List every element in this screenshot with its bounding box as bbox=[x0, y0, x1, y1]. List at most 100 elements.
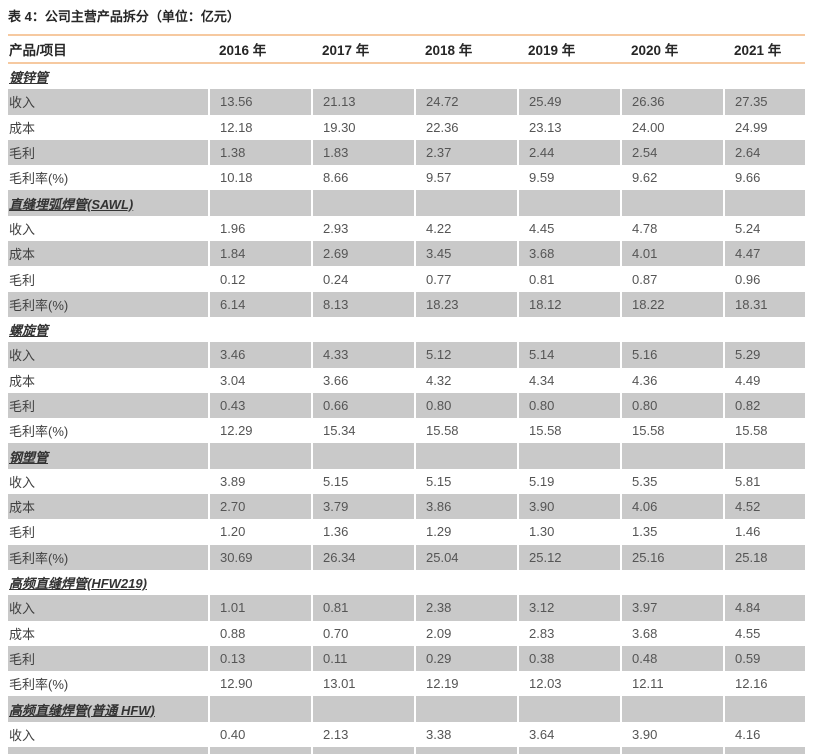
value-cell: 3.45 bbox=[414, 241, 518, 267]
value-cell: 3.66 bbox=[311, 367, 415, 393]
value-cell: 0.59 bbox=[723, 645, 805, 672]
empty-cell bbox=[311, 190, 415, 216]
value-cell: 13.56 bbox=[208, 89, 312, 115]
value-cell: 3.12 bbox=[517, 595, 621, 621]
value-cell: 23.13 bbox=[517, 114, 621, 140]
value-cell: 2.64 bbox=[723, 139, 805, 166]
row-label: 毛利 bbox=[8, 392, 209, 419]
empty-cell bbox=[208, 443, 312, 469]
section-name: 直缝埋弧焊管(SAWL) bbox=[8, 190, 209, 216]
value-cell: 5.12 bbox=[414, 342, 518, 368]
value-cell: 2.93 bbox=[311, 215, 415, 242]
empty-cell bbox=[517, 696, 621, 722]
value-cell: 15.58 bbox=[517, 418, 621, 444]
row-label: 收入 bbox=[8, 595, 209, 621]
empty-cell bbox=[620, 443, 724, 469]
row-label: 毛利 bbox=[8, 266, 209, 292]
empty-cell bbox=[311, 747, 415, 754]
value-cell: 1.20 bbox=[208, 519, 312, 545]
value-cell: 5.29 bbox=[723, 342, 805, 368]
value-cell: 3.90 bbox=[620, 721, 724, 748]
row-label: 成本 bbox=[8, 620, 209, 646]
value-cell: 0.80 bbox=[517, 392, 621, 419]
row-label: 毛利率(%) bbox=[8, 418, 209, 444]
section-header-row: 钢塑管 bbox=[8, 443, 805, 469]
section-header-row: 直缝埋弧焊管(SAWL) bbox=[8, 190, 805, 216]
value-cell: 4.78 bbox=[620, 215, 724, 242]
empty-cell bbox=[208, 747, 312, 754]
value-cell: 9.62 bbox=[620, 165, 724, 191]
value-cell: 5.81 bbox=[723, 468, 805, 495]
value-cell: 12.90 bbox=[208, 671, 312, 697]
value-cell: 18.31 bbox=[723, 291, 805, 317]
row-label: 成本 bbox=[8, 114, 209, 140]
table-row: 毛利率(%) 12.90 13.01 12.19 12.03 12.11 12.16 bbox=[8, 671, 805, 697]
empty-cell bbox=[517, 316, 621, 343]
value-cell: 4.55 bbox=[723, 620, 805, 646]
value-cell: 5.24 bbox=[723, 215, 805, 242]
value-cell: 9.66 bbox=[723, 165, 805, 191]
value-cell: 0.80 bbox=[620, 392, 724, 419]
value-cell: 2.83 bbox=[517, 620, 621, 646]
empty-cell bbox=[208, 316, 312, 343]
value-cell: 22.36 bbox=[414, 114, 518, 140]
value-cell: 3.68 bbox=[620, 620, 724, 646]
table-row: 毛利 1.38 1.83 2.37 2.44 2.54 2.64 bbox=[8, 139, 805, 166]
column-header-year: 2019 年 bbox=[518, 34, 621, 64]
value-cell: 15.34 bbox=[311, 418, 415, 444]
value-cell: 1.29 bbox=[414, 519, 518, 545]
value-cell: 26.36 bbox=[620, 89, 724, 115]
value-cell: 0.80 bbox=[414, 392, 518, 419]
row-label: 毛利率(%) bbox=[8, 291, 209, 317]
value-cell: 26.34 bbox=[311, 544, 415, 570]
column-header-year: 2018 年 bbox=[415, 34, 518, 64]
table-row: 毛利 0.43 0.66 0.80 0.80 0.80 0.82 bbox=[8, 392, 805, 419]
value-cell: 15.58 bbox=[620, 418, 724, 444]
value-cell: 3.86 bbox=[414, 494, 518, 520]
value-cell: 25.49 bbox=[517, 89, 621, 115]
value-cell: 2.70 bbox=[208, 494, 312, 520]
empty-cell bbox=[723, 569, 805, 596]
value-cell: 0.24 bbox=[311, 266, 415, 292]
value-cell: 5.16 bbox=[620, 342, 724, 368]
empty-cell bbox=[414, 443, 518, 469]
value-cell: 8.66 bbox=[311, 165, 415, 191]
value-cell: 12.16 bbox=[723, 671, 805, 697]
value-cell: 4.16 bbox=[723, 721, 805, 748]
value-cell: 9.59 bbox=[517, 165, 621, 191]
empty-cell bbox=[311, 63, 415, 90]
value-cell: 0.88 bbox=[208, 620, 312, 646]
value-cell: 0.70 bbox=[311, 620, 415, 646]
value-cell: 3.64 bbox=[517, 721, 621, 748]
table-row: 毛利 0.12 0.24 0.77 0.81 0.87 0.96 bbox=[8, 266, 805, 292]
value-cell: 2.13 bbox=[311, 721, 415, 748]
section-name: 高频直缝焊管(HFW219) bbox=[8, 569, 209, 596]
value-cell: 1.83 bbox=[311, 139, 415, 166]
value-cell: 1.96 bbox=[208, 215, 312, 242]
value-cell: 2.38 bbox=[414, 595, 518, 621]
row-label: 毛利 bbox=[8, 645, 209, 672]
table-row: 收入 13.56 21.13 24.72 25.49 26.36 27.35 bbox=[8, 89, 805, 115]
value-cell: 0.29 bbox=[414, 645, 518, 672]
value-cell: 4.34 bbox=[517, 367, 621, 393]
table-row: 毛利率(%) 10.18 8.66 9.57 9.59 9.62 9.66 bbox=[8, 165, 805, 191]
row-label: 毛利率(%) bbox=[8, 544, 209, 570]
value-cell: 3.97 bbox=[620, 595, 724, 621]
table-caption: 表 4：公司主营产品拆分（单位：亿元） bbox=[8, 9, 240, 24]
value-cell: 2.44 bbox=[517, 139, 621, 166]
empty-cell bbox=[208, 696, 312, 722]
table-row: 收入 1.96 2.93 4.22 4.45 4.78 5.24 bbox=[8, 215, 805, 242]
value-cell: 2.54 bbox=[620, 139, 724, 166]
value-cell: 25.04 bbox=[414, 544, 518, 570]
empty-cell bbox=[723, 190, 805, 216]
value-cell: 1.36 bbox=[311, 519, 415, 545]
value-cell: 9.57 bbox=[414, 165, 518, 191]
value-cell: 1.84 bbox=[208, 241, 312, 267]
value-cell: 0.81 bbox=[517, 266, 621, 292]
empty-cell bbox=[620, 569, 724, 596]
value-cell: 4.84 bbox=[723, 595, 805, 621]
value-cell: 24.99 bbox=[723, 114, 805, 140]
empty-cell bbox=[620, 190, 724, 216]
empty-cell bbox=[311, 569, 415, 596]
